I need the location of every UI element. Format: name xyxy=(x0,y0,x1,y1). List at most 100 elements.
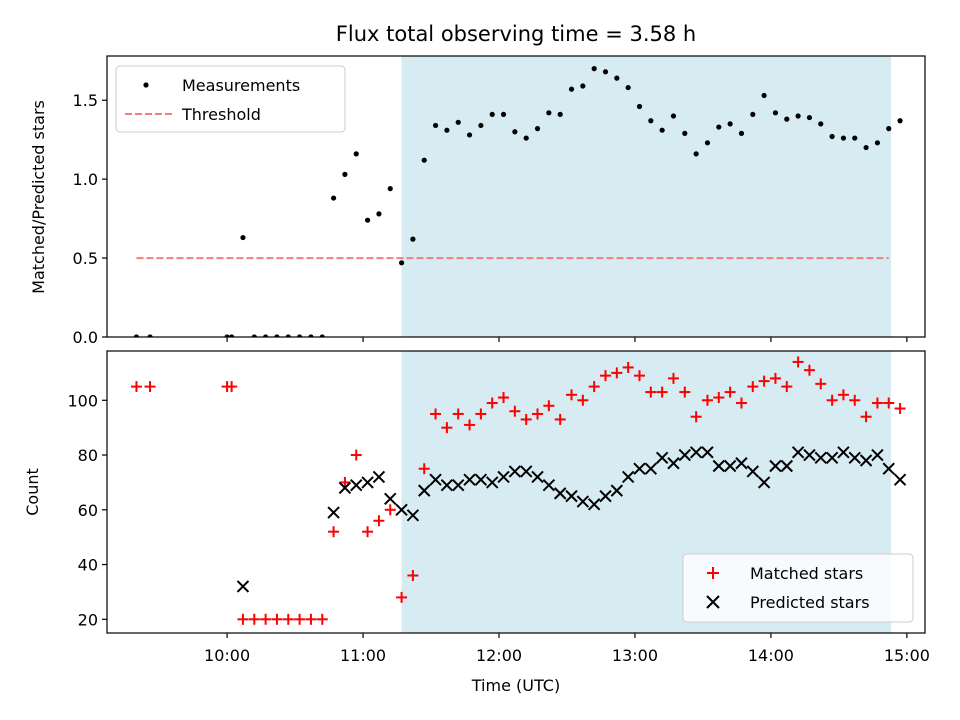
matched-star-point xyxy=(249,614,260,625)
measurement-point xyxy=(410,237,415,242)
x-tick-label: 12:00 xyxy=(476,646,522,665)
x-tick-label: 14:00 xyxy=(748,646,794,665)
matched-star-point xyxy=(145,381,156,392)
matched-star-point xyxy=(362,526,373,537)
x-tick-label: 15:00 xyxy=(884,646,930,665)
measurement-point xyxy=(501,112,506,117)
measurement-point xyxy=(478,123,483,128)
measurement-point xyxy=(444,128,449,133)
measurement-point xyxy=(897,118,902,123)
measurement-point xyxy=(354,151,359,156)
bottom-y-axis-label: Count xyxy=(23,468,42,516)
predicted-star-point xyxy=(328,507,339,518)
measurement-point xyxy=(467,132,472,137)
measurement-point xyxy=(762,93,767,98)
measurement-point xyxy=(342,172,347,177)
measurement-point xyxy=(614,76,619,81)
matched-star-point xyxy=(385,504,396,515)
top-legend: Measurements Threshold xyxy=(116,66,345,132)
bottom-legend: Matched stars Predicted stars xyxy=(683,554,913,622)
top-y-axis-label: Matched/Predicted stars xyxy=(29,100,48,294)
matched-star-point xyxy=(339,477,350,488)
matched-star-point xyxy=(895,403,906,414)
legend-measurements-label: Measurements xyxy=(182,76,300,95)
measurement-point xyxy=(603,69,608,74)
measurement-point xyxy=(818,121,823,126)
measurement-point xyxy=(422,158,427,163)
measurement-point xyxy=(331,195,336,200)
measurement-point xyxy=(750,112,755,117)
matched-star-point xyxy=(283,614,294,625)
measurement-point xyxy=(648,118,653,123)
measurement-point xyxy=(852,135,857,140)
measurement-point xyxy=(535,126,540,131)
matched-star-point xyxy=(351,450,362,461)
measurement-point xyxy=(365,218,370,223)
measurement-point xyxy=(705,140,710,145)
bottom-y-tick-label: 20 xyxy=(78,610,98,629)
measurement-point xyxy=(546,110,551,115)
measurement-point xyxy=(694,151,699,156)
measurement-point xyxy=(829,134,834,139)
predicted-star-point xyxy=(895,474,906,485)
top-y-tick-label: 0.0 xyxy=(73,328,98,347)
measurement-point xyxy=(728,121,733,126)
top-y-tick-label: 1.0 xyxy=(73,170,98,189)
x-tick-label: 13:00 xyxy=(612,646,658,665)
matched-star-point xyxy=(271,614,282,625)
measurement-point xyxy=(592,66,597,71)
measurement-point xyxy=(660,128,665,133)
measurement-point xyxy=(399,260,404,265)
legend-measurements-marker xyxy=(143,82,148,87)
measurement-point xyxy=(524,135,529,140)
x-tick-label: 10:00 xyxy=(204,646,250,665)
measurement-point xyxy=(569,87,574,92)
measurement-point xyxy=(456,120,461,125)
measurement-point xyxy=(682,131,687,136)
predicted-star-point xyxy=(362,477,373,488)
measurement-point xyxy=(807,115,812,120)
measurement-point xyxy=(863,145,868,150)
bottom-y-tick-label: 60 xyxy=(78,501,98,520)
measurement-point xyxy=(376,211,381,216)
matched-star-point xyxy=(260,614,271,625)
measurement-point xyxy=(512,129,517,134)
top-y-tick-label: 0.5 xyxy=(73,249,98,268)
measurement-point xyxy=(773,110,778,115)
bottom-y-tick-label: 80 xyxy=(78,446,98,465)
measurement-point xyxy=(580,83,585,88)
measurement-point xyxy=(671,113,676,118)
measurement-point xyxy=(784,117,789,122)
x-axis-label: Time (UTC) xyxy=(471,676,560,695)
measurement-point xyxy=(490,112,495,117)
bottom-y-tick-label: 100 xyxy=(67,391,98,410)
matched-star-point xyxy=(131,381,142,392)
predicted-star-point xyxy=(351,480,362,491)
matched-star-point xyxy=(294,614,305,625)
measurement-point xyxy=(875,140,880,145)
measurement-point xyxy=(637,104,642,109)
predicted-star-point xyxy=(385,493,396,504)
measurement-point xyxy=(739,131,744,136)
figure: Flux total observing time = 3.58 h Match… xyxy=(0,0,960,720)
measurement-point xyxy=(716,124,721,129)
chart-title: Flux total observing time = 3.58 h xyxy=(336,22,696,46)
x-tick-label: 11:00 xyxy=(340,646,386,665)
measurement-point xyxy=(388,186,393,191)
measurement-point xyxy=(558,112,563,117)
measurement-point xyxy=(626,85,631,90)
measurement-point xyxy=(796,113,801,118)
bottom-panel: Count Time (UTC) 2040608010010:00 11:00 12… xyxy=(23,351,930,695)
top-y-tick-label: 1.5 xyxy=(73,91,98,110)
matched-star-point xyxy=(373,515,384,526)
measurement-point xyxy=(240,235,245,240)
legend-predicted-label: Predicted stars xyxy=(750,593,870,612)
predicted-star-point xyxy=(373,471,384,482)
matched-star-point xyxy=(328,526,339,537)
measurement-point xyxy=(886,126,891,131)
measurement-point xyxy=(841,135,846,140)
matched-star-point xyxy=(305,614,316,625)
matched-star-point xyxy=(317,614,328,625)
matched-star-point xyxy=(237,614,248,625)
legend-threshold-label: Threshold xyxy=(181,105,261,124)
